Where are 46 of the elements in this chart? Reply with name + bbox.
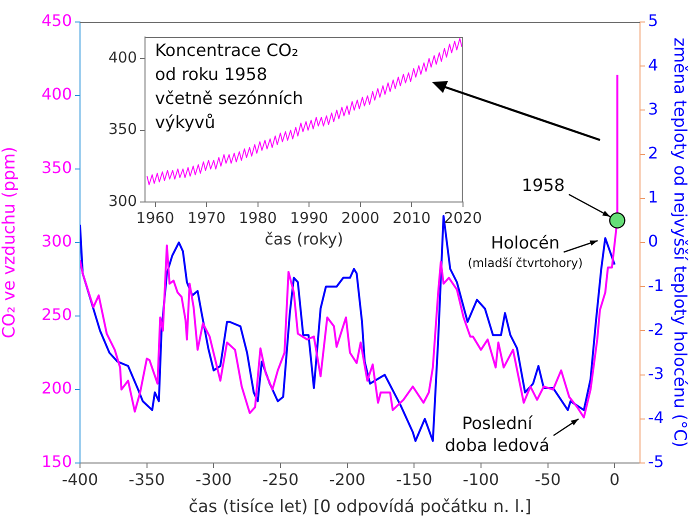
y2-tick-label: 5 xyxy=(648,11,658,30)
y-tick-label: 350 xyxy=(108,120,137,138)
y2-tick-label: -5 xyxy=(648,452,664,472)
y2-tick-label: -4 xyxy=(648,408,664,428)
x-tick-label: 1960 xyxy=(136,208,174,227)
y2-tick-label: 4 xyxy=(648,55,658,74)
x-tick-label: 1980 xyxy=(238,208,277,227)
annotation: (mladší čtvrtohory) xyxy=(468,256,583,270)
x-tick-label: -100 xyxy=(462,470,500,489)
y2-tick-label: -2 xyxy=(648,320,664,339)
x-axis-title: čas (tisíce let) [0 odpovídá počátku n. l.] xyxy=(188,497,532,518)
x-tick-label: 2010 xyxy=(392,208,431,227)
y-tick-label: 350 xyxy=(41,158,72,178)
annotation: Holocén xyxy=(490,234,560,254)
y-tick-label: 450 xyxy=(41,11,72,30)
text: Koncentrace CO₂ od roku 1958 včetně sezónních výkyvů xyxy=(155,40,304,133)
x-tick-label: -400 xyxy=(62,470,98,489)
y-tick-label: 400 xyxy=(108,48,137,66)
x-tick-label: -50 xyxy=(534,470,561,489)
x-tick-label: -150 xyxy=(396,470,432,489)
y-tick-label: 300 xyxy=(41,232,72,251)
x-tick-label: -200 xyxy=(329,470,366,489)
y2-tick-label: -3 xyxy=(648,364,664,383)
y2-tick-label: 0 xyxy=(648,232,658,251)
y2-axis-title: změna teploty od nejvyšší teploty holocénu (°C) xyxy=(669,37,689,448)
x-tick-label: -300 xyxy=(195,470,232,489)
x-tick-label: 1970 xyxy=(187,208,226,227)
y2-tick-label: 3 xyxy=(648,99,658,118)
y2-tick-label: -1 xyxy=(648,276,664,295)
y-tick-label: 400 xyxy=(41,84,72,104)
y-axis-title: CO₂ ve vzduchu (ppm) xyxy=(0,146,20,338)
y-tick-label: 150 xyxy=(41,452,72,472)
y2-tick-label: 1 xyxy=(648,188,658,207)
y-tick-label: 300 xyxy=(108,192,137,210)
x-axis-title: čas (roky) xyxy=(264,230,344,249)
x-tick-label: 2020 xyxy=(444,208,482,227)
y2-tick-label: 2 xyxy=(648,143,658,162)
y-tick-label: 250 xyxy=(41,305,72,324)
y-tick-label: 200 xyxy=(41,378,72,398)
x-tick-label: 2000 xyxy=(341,208,380,227)
annotation: 1958 xyxy=(522,176,565,196)
x-tick-label: -250 xyxy=(262,470,299,489)
annotation: Poslední doba ledová xyxy=(444,414,550,456)
x-tick-label: 1990 xyxy=(290,208,328,227)
x-tick-label: -350 xyxy=(128,470,165,489)
x-tick-label: 0 xyxy=(610,470,620,489)
